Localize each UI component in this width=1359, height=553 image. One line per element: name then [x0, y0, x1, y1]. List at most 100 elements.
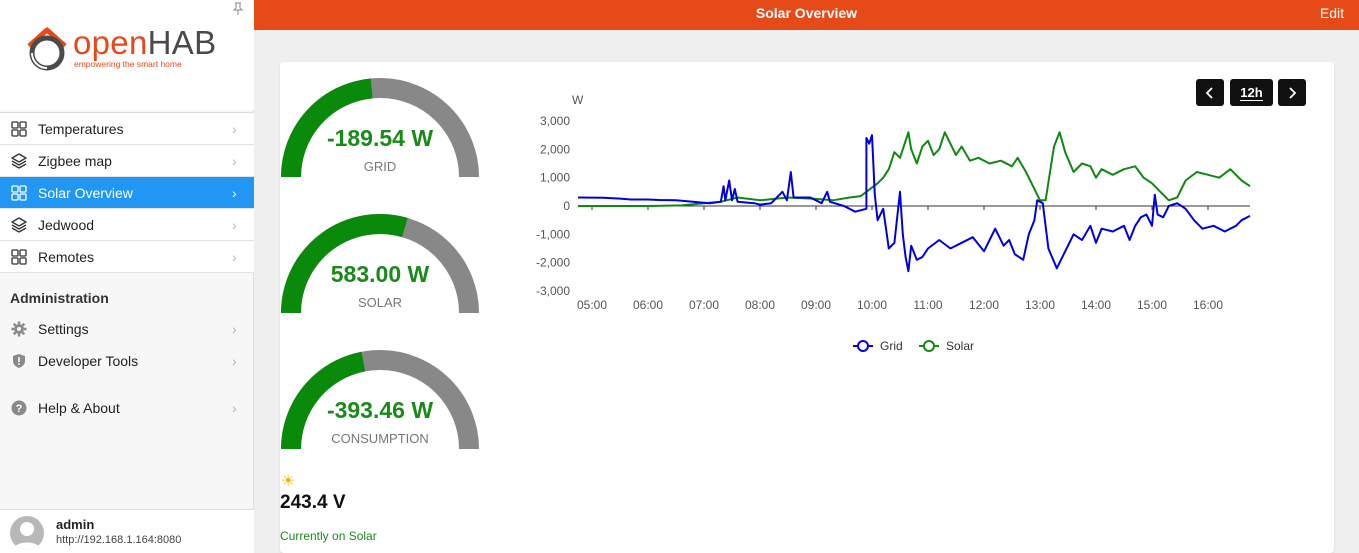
sidebar-item-temperatures[interactable]: Temperatures ›: [0, 113, 254, 145]
voltage-value: 243.4 V: [280, 492, 346, 513]
legend-marker: [923, 340, 935, 352]
legend-label: Grid: [880, 339, 903, 353]
x-tick-label: 12:00: [969, 298, 999, 312]
gauge-value: 583.00 W: [330, 261, 430, 287]
sidebar-item-zigbee-map[interactable]: Zigbee map ›: [0, 145, 254, 177]
sidebar: openHAB empowering the smart home Temper…: [0, 0, 254, 553]
gauge-value: -393.46 W: [326, 397, 434, 423]
x-tick-label: 15:00: [1137, 298, 1167, 312]
sidebar-item-label: Solar Overview: [38, 184, 133, 201]
x-tick-label: 05:00: [577, 298, 607, 312]
chevron-right-icon: ›: [232, 184, 237, 201]
grid-icon: [10, 184, 28, 202]
sidebar-item-developer-tools[interactable]: Developer Tools ›: [0, 345, 254, 377]
grid-icon: [10, 120, 28, 138]
administration-heading: Administration: [10, 290, 109, 306]
gauge-label: GRID: [363, 159, 397, 174]
gauge-label: CONSUMPTION: [331, 431, 429, 446]
layers-icon: [10, 152, 28, 170]
server-url: http://192.168.1.164:8080: [56, 534, 182, 546]
y-tick-label: 2,000: [540, 142, 570, 156]
chevron-right-icon: ›: [232, 321, 237, 337]
sidebar-item-label: Remotes: [38, 248, 95, 265]
sidebar-item-solar-overview[interactable]: Solar Overview ›: [0, 177, 254, 209]
previous-period-button[interactable]: [1196, 79, 1224, 106]
x-tick-label: 08:00: [745, 298, 775, 312]
y-axis-label: W: [572, 93, 584, 107]
x-tick-label: 11:00: [913, 298, 942, 312]
gauge-grid: -189.54 W GRID: [280, 77, 480, 178]
sidebar-item-label: Help & About: [38, 400, 120, 416]
user-name: admin: [56, 517, 95, 532]
legend-marker: [857, 340, 869, 352]
legend-item-grid[interactable]: Grid: [853, 339, 903, 353]
edit-link[interactable]: Edit: [1319, 5, 1344, 21]
sidebar-item-label: Jedwood: [38, 216, 95, 233]
sidebar-item-label: Settings: [38, 321, 89, 337]
chevron-right-icon: [1289, 86, 1297, 99]
status-text: Currently on Solar: [280, 529, 377, 543]
grid-icon: [10, 248, 28, 266]
y-tick-label: -2,000: [536, 256, 570, 270]
y-tick-label: -1,000: [536, 227, 570, 241]
series-line-solar[interactable]: [578, 131, 1251, 207]
sidebar-item-jedwood[interactable]: Jedwood ›: [0, 209, 254, 241]
gauge-consumption: -393.46 W CONSUMPTION: [280, 349, 480, 450]
chevron-right-icon: ›: [232, 120, 237, 137]
top-navbar: Solar Overview Edit: [254, 0, 1359, 30]
period-button[interactable]: 12h: [1230, 79, 1273, 106]
gauge-arc: [281, 214, 479, 314]
chevron-right-icon: ›: [232, 152, 237, 169]
chevron-right-icon: ›: [232, 353, 237, 369]
power-chart[interactable]: W 3,000 2,000 1,000 0 -1,000 -2,000 -3,000 05:…: [520, 85, 1260, 365]
page-title: Solar Overview: [755, 5, 858, 21]
legend-item-solar[interactable]: Solar: [919, 339, 974, 353]
brand-tagline: empowering the smart home: [74, 59, 182, 69]
gear-icon: [10, 320, 28, 338]
y-tick-label: 0: [563, 199, 570, 213]
brand-name: openHAB: [73, 24, 216, 62]
chevron-right-icon: ›: [232, 400, 237, 416]
x-tick-label: 13:00: [1025, 298, 1055, 312]
x-tick-label: 07:00: [689, 298, 719, 312]
legend-label: Solar: [946, 339, 974, 353]
x-tick-label: 16:00: [1193, 298, 1223, 312]
openhab-logo: openHAB empowering the smart home: [25, 24, 225, 76]
openhab-logo-icon: [27, 27, 67, 71]
nav-list: Temperatures › Zigbee map › Solar Overvi…: [0, 112, 254, 273]
brand-open: open: [73, 24, 148, 61]
sidebar-item-label: Developer Tools: [38, 353, 139, 369]
gauge-label: SOLAR: [357, 295, 403, 310]
chevron-right-icon: ›: [232, 216, 237, 233]
logo-area: openHAB empowering the smart home: [0, 0, 254, 110]
y-tick-label: -3,000: [536, 284, 570, 298]
avatar: [10, 516, 44, 550]
sidebar-item-settings[interactable]: Settings ›: [0, 313, 254, 345]
sidebar-item-label: Temperatures: [38, 120, 124, 137]
y-tick-label: 1,000: [540, 171, 570, 185]
series-line-grid[interactable]: [577, 134, 1251, 273]
svg-text:?: ?: [16, 403, 23, 415]
chevron-left-icon: [1205, 86, 1213, 99]
brand-hab: HAB: [147, 24, 217, 61]
user-profile[interactable]: admin http://192.168.1.164:8080: [0, 509, 254, 553]
sidebar-item-remotes[interactable]: Remotes ›: [0, 241, 254, 273]
layers-icon: [10, 216, 28, 234]
sidebar-item-help-about[interactable]: ? Help & About ›: [0, 392, 254, 424]
x-tick-label: 10:00: [857, 298, 887, 312]
gauge-value: -189.54 W: [326, 125, 434, 151]
y-tick-label: 3,000: [540, 114, 570, 128]
x-tick-label: 14:00: [1081, 298, 1111, 312]
shield-icon: [10, 352, 28, 370]
sun-icon: ☀: [281, 473, 296, 490]
admin-list: Settings › Developer Tools › ? Help & Ab…: [0, 313, 254, 424]
x-tick-label: 09:00: [801, 298, 831, 312]
gauge-arc: [281, 78, 479, 178]
gauge-solar: 583.00 W SOLAR: [280, 213, 480, 314]
chevron-right-icon: ›: [232, 248, 237, 265]
next-period-button[interactable]: [1278, 79, 1306, 106]
x-tick-label: 06:00: [633, 298, 663, 312]
sidebar-item-label: Zigbee map: [38, 152, 112, 169]
pin-icon[interactable]: [232, 2, 244, 19]
gauge-arc: [281, 350, 479, 450]
